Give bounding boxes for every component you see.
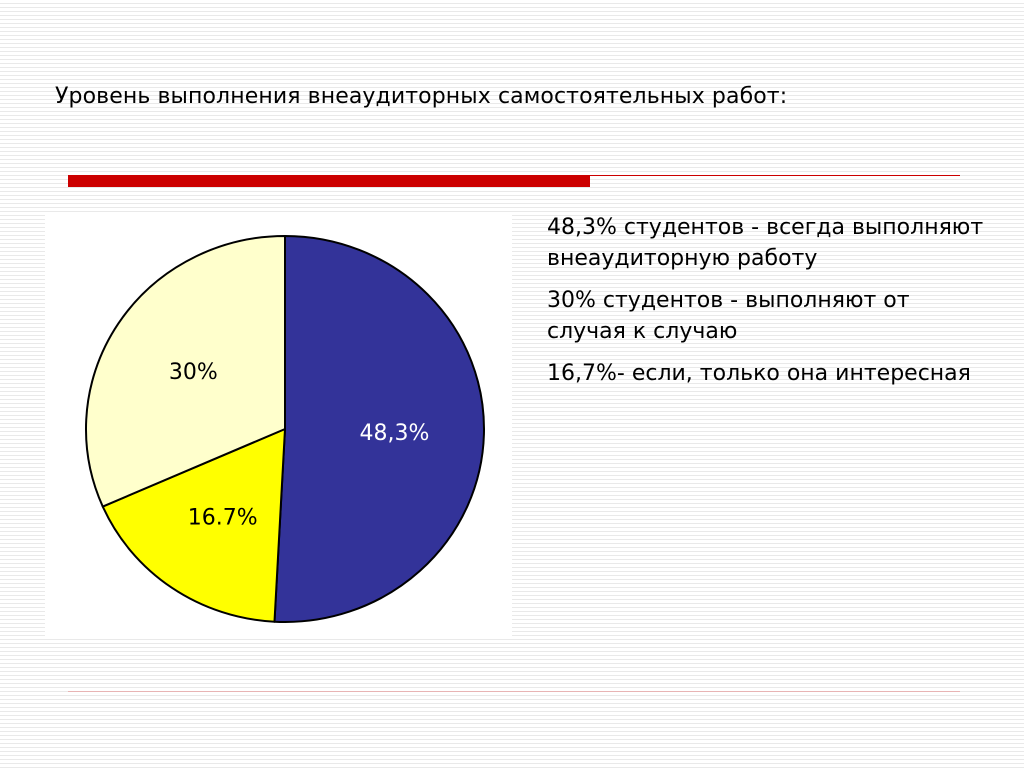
pie-slice-1 [101,428,286,623]
title-rule [590,175,960,176]
notes-list: 48,3% студентов - всегда выполняют внеау… [547,212,987,400]
note-item: 30% студентов - выполняют от случая к сл… [547,288,910,344]
note-item: 16,7%- если, только она интересная [547,361,971,386]
pie-slice-label: 30% [169,360,218,385]
pie-slice-label: 48,3% [359,421,429,446]
slide-title: Уровень выполнения внеаудиторных самосто… [55,84,788,109]
pie-slice-2 [85,235,286,508]
pie-slice-0 [273,235,485,623]
accent-bar [68,175,590,187]
pie-slice-label: 16.7% [188,505,258,530]
pie-chart: 48,3% 16.7% 30% [85,235,485,623]
note-item: 48,3% студентов - всегда выполняют внеау… [547,215,984,271]
footer-rule [68,691,960,692]
pie-chart-panel: 48,3% 16.7% 30% [45,212,512,638]
